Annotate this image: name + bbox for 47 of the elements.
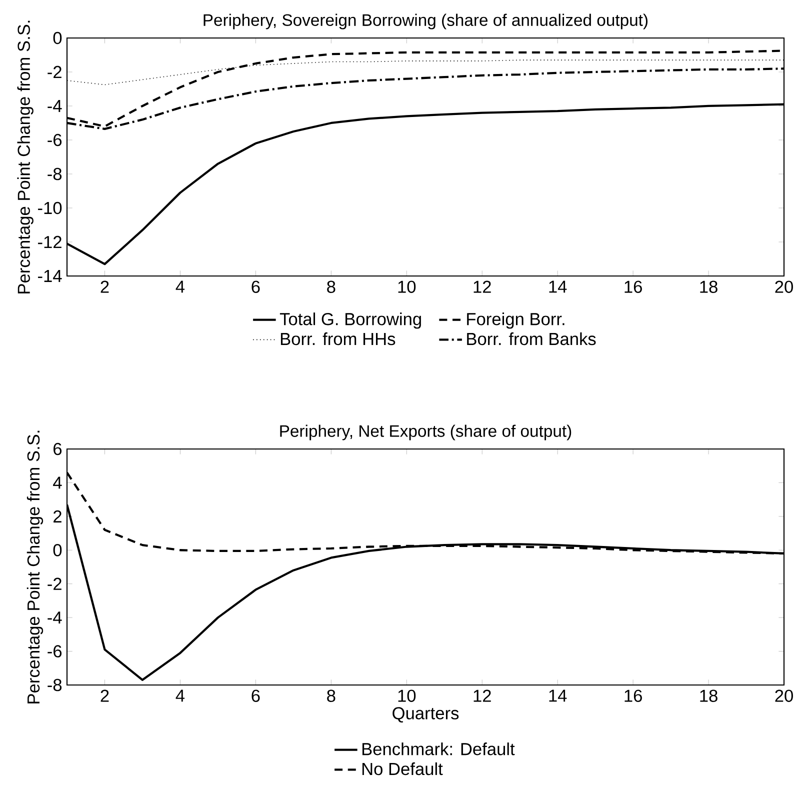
y-tick-label: 2 (54, 510, 62, 522)
x-tick-label: 20 (775, 690, 793, 702)
x-tick-label: 18 (700, 280, 718, 293)
x-tick-label: 12 (474, 280, 491, 293)
y-tick-label: 6 (54, 442, 62, 456)
y-tick-label: -2 (48, 578, 62, 590)
x-axis-title: Quarters (392, 707, 459, 723)
chart-title: Periphery, Sovereign Borrowing (share of annualized output) (204, 14, 648, 30)
y-tick-label: -2 (48, 66, 62, 78)
x-tick-label: 14 (549, 690, 567, 702)
y-tick-label: 0 (53, 32, 62, 44)
x-tick-label: 8 (327, 690, 336, 702)
x-tick-label: 16 (624, 280, 642, 293)
x-tick-label: 6 (252, 690, 260, 702)
legend-label: Benchmark: Default (362, 742, 515, 756)
legend-label: Total G. Borrowing (280, 312, 421, 329)
x-tick-label: 18 (700, 690, 718, 702)
y-tick-label: -8 (48, 168, 62, 180)
y-axis-title: Percentage Point Change from S.S. (26, 430, 44, 704)
y-tick-label: -6 (48, 645, 62, 658)
y-tick-label: -4 (48, 612, 62, 624)
x-tick-label: 6 (252, 280, 260, 293)
legend-label: No Default (362, 762, 443, 776)
x-tick-label: 16 (624, 690, 642, 702)
x-tick-label: 4 (176, 280, 185, 293)
y-axis-title: Percentage Point Change from S.S. (17, 20, 34, 294)
y-tick-label: 0 (53, 544, 62, 556)
x-tick-label: 8 (327, 280, 336, 293)
chart-title: Periphery, Net Exports (share of output) (280, 424, 572, 440)
x-tick-label: 10 (398, 690, 416, 702)
x-tick-label: 20 (775, 280, 793, 293)
legend-label: Borr. from Banks (467, 332, 596, 346)
y-tick-label: -8 (48, 678, 62, 692)
y-tick-label: -6 (48, 134, 62, 146)
y-tick-label: -10 (38, 202, 62, 214)
x-tick-label: 4 (176, 690, 185, 702)
x-tick-label: 2 (100, 280, 109, 293)
y-tick-label: -4 (48, 100, 62, 112)
y-tick-label: -14 (38, 270, 62, 282)
x-tick-label: 10 (398, 280, 416, 293)
y-tick-label: 4 (53, 476, 62, 489)
x-tick-label: 2 (100, 690, 109, 702)
y-tick-label: -12 (38, 236, 62, 248)
x-tick-label: 12 (474, 690, 491, 702)
legend-label: Borr. from HHs (280, 332, 396, 346)
x-tick-label: 14 (549, 280, 567, 293)
legend-label: Foreign Borr. (467, 312, 564, 329)
